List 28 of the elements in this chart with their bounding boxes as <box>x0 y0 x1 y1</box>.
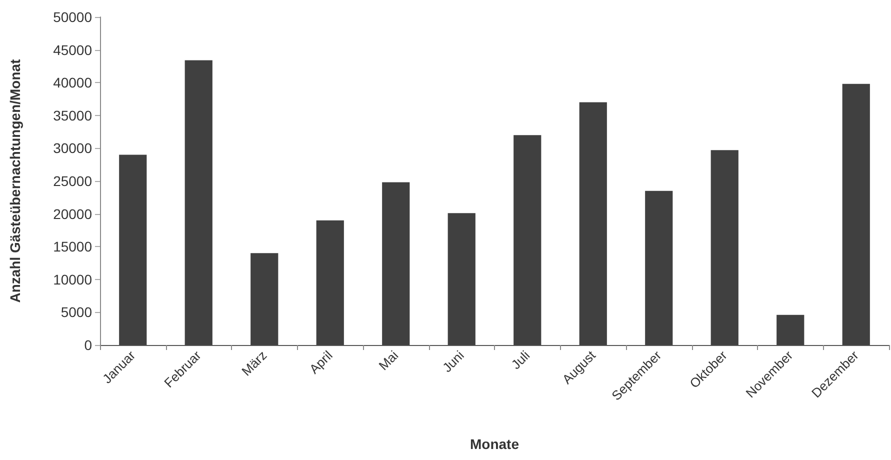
bar <box>382 182 410 345</box>
x-tick-label: Mai <box>376 348 402 374</box>
bar <box>184 60 212 345</box>
bar <box>448 213 476 345</box>
y-tick-label: 40000 <box>53 74 92 91</box>
y-tick-label: 15000 <box>53 238 92 255</box>
x-axis-title: Monate <box>470 436 520 452</box>
y-tick-label: 25000 <box>53 173 92 189</box>
x-tick-label: Juli <box>508 348 533 372</box>
y-tick-label: 0 <box>84 337 92 353</box>
bar <box>316 220 344 345</box>
bar <box>645 190 673 345</box>
y-tick-label: 10000 <box>53 271 92 288</box>
bar <box>579 102 607 345</box>
y-tick-label: 35000 <box>53 107 92 124</box>
bar <box>776 314 804 345</box>
x-tick-label: Juni <box>439 348 468 376</box>
y-tick-label: 30000 <box>53 140 92 156</box>
y-axis-title: Anzahl Gästeübernachtungen/Monat <box>7 58 23 303</box>
bar <box>514 135 542 345</box>
y-tick-label: 5000 <box>60 304 92 320</box>
bar <box>250 253 278 345</box>
y-tick-label: 20000 <box>53 206 92 222</box>
y-tick-label: 50000 <box>53 9 92 25</box>
y-tick-label: 45000 <box>53 42 92 58</box>
bar <box>842 84 870 345</box>
bar <box>710 150 738 345</box>
bar <box>119 154 147 345</box>
